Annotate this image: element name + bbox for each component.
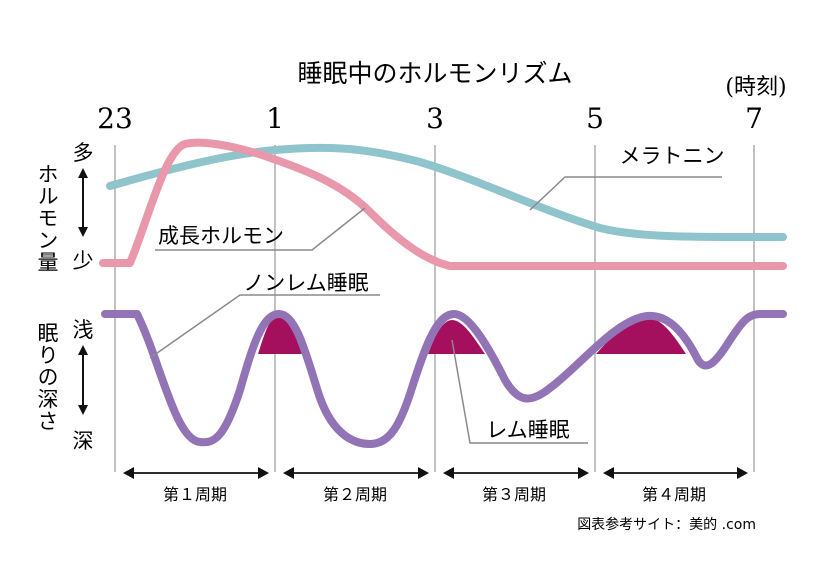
source-credit: 図表参考サイト：美的 .com bbox=[577, 516, 756, 533]
period-label-3: 第３周期 bbox=[482, 485, 546, 504]
period-arrow-3 bbox=[443, 467, 589, 479]
period-arrow-4 bbox=[603, 467, 748, 479]
period-arrow-1 bbox=[123, 467, 269, 479]
x-tick-23: 23 bbox=[97, 102, 133, 135]
leader-non-rem bbox=[149, 294, 380, 359]
x-tick-3: 3 bbox=[426, 102, 444, 135]
rem-area-2 bbox=[428, 320, 485, 354]
chart-title: 睡眠中のホルモンリズム bbox=[297, 59, 572, 88]
leader-melatonin bbox=[529, 176, 722, 211]
period-arrow-2 bbox=[283, 467, 429, 479]
rem-area-1 bbox=[258, 316, 303, 354]
growth-hormone-line bbox=[99, 138, 787, 270]
label-non-rem: ノンレム睡眠 bbox=[243, 271, 369, 295]
sleep-axis-label: 眠りの深さ bbox=[35, 322, 59, 432]
sleep-axis-top: 浅 bbox=[73, 318, 94, 342]
leader-lines bbox=[149, 176, 722, 444]
period-arrows bbox=[123, 467, 748, 479]
sleep-axis-bottom: 深 bbox=[73, 429, 94, 453]
hormone-axis-bottom: 少 bbox=[73, 249, 94, 273]
period-label-1: 第１周期 bbox=[163, 485, 227, 504]
x-tick-1: 1 bbox=[266, 102, 284, 135]
x-axis-unit: (時刻) bbox=[725, 75, 786, 100]
hormone-axis-arrow bbox=[78, 168, 88, 237]
leader-growth bbox=[155, 207, 366, 251]
rem-area-3 bbox=[596, 318, 686, 354]
rem-areas bbox=[258, 316, 686, 354]
sleep-axis-arrow bbox=[78, 345, 88, 415]
period-label-2: 第２周期 bbox=[323, 485, 387, 504]
label-growth-hormone: 成長ホルモン bbox=[158, 224, 284, 248]
hormone-axis-top: 多 bbox=[73, 141, 94, 165]
label-melatonin: メラトニン bbox=[620, 144, 725, 168]
leader-rem bbox=[451, 339, 588, 444]
label-rem: レム睡眠 bbox=[486, 418, 570, 442]
sleep-depth-line bbox=[101, 310, 787, 448]
x-tick-7: 7 bbox=[745, 102, 763, 135]
period-label-4: 第４周期 bbox=[642, 485, 706, 504]
gridlines bbox=[114, 145, 755, 472]
hormone-axis-label: ホルモン量 bbox=[35, 163, 59, 273]
x-tick-5: 5 bbox=[586, 102, 604, 135]
melatonin-line bbox=[106, 143, 787, 242]
